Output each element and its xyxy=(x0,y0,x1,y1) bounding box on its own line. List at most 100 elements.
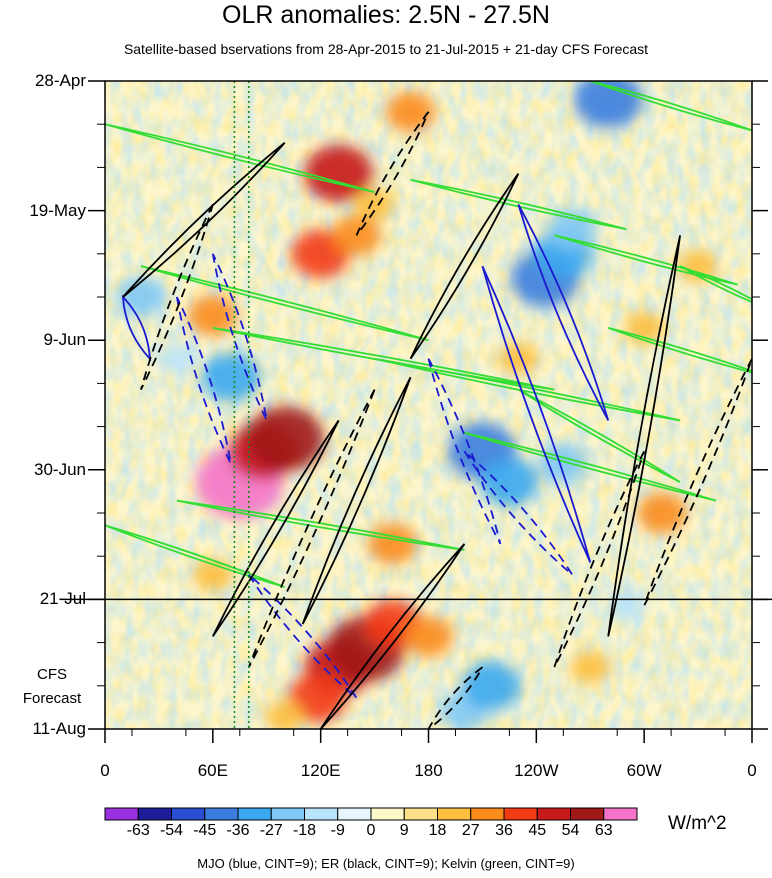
chart-subtitle: Satellite-based bservations from 28-Apr-… xyxy=(123,41,649,57)
colorbar-swatch xyxy=(337,807,372,821)
colorbar-tick-label: 63 xyxy=(594,822,613,839)
mjo-contour xyxy=(463,450,574,576)
anomaly-cell xyxy=(201,353,260,402)
x-tick-label: 120E xyxy=(300,761,341,780)
colorbar-swatch xyxy=(603,807,638,821)
anomaly-cell xyxy=(265,700,305,729)
anomaly-cell xyxy=(288,673,347,723)
y-tick-label: 21-Jul xyxy=(39,589,86,609)
x-tick-label: 0 xyxy=(747,761,757,780)
kelvin-contour xyxy=(679,265,752,304)
kelvin-contour xyxy=(176,499,465,551)
forecast-label-line2: Forecast xyxy=(22,690,82,707)
kelvin-contour xyxy=(589,81,752,132)
kelvin-contour xyxy=(140,265,429,342)
anomaly-cell xyxy=(462,661,521,710)
mjo-contour xyxy=(248,574,358,699)
y-tick-label: 19-May xyxy=(29,200,86,220)
er-contour xyxy=(427,666,484,729)
axes xyxy=(60,80,772,743)
colorbar-tick-label: 27 xyxy=(461,822,480,839)
anomaly-cell xyxy=(386,91,435,133)
colorbar-tick-label: -18 xyxy=(292,822,317,839)
colorbar-tick-label: 36 xyxy=(495,822,513,839)
colorbar-swatch xyxy=(403,807,438,821)
er-contour xyxy=(355,111,430,236)
footnote: MJO (blue, CINT=9); ER (black, CINT=9); … xyxy=(197,856,575,871)
colorbar-swatch xyxy=(137,807,172,821)
colorbar-swatch xyxy=(437,807,472,821)
anomaly-cell xyxy=(368,523,417,565)
colorbar-swatch xyxy=(370,807,405,821)
colorbar-tick-label: -9 xyxy=(330,822,345,839)
y-tick-label: 9-Jun xyxy=(43,330,86,350)
anomaly-cell xyxy=(157,342,197,375)
y-tick-label: 11-Aug xyxy=(32,719,86,738)
colorbar-tick-label: -27 xyxy=(259,822,283,839)
anomaly-cell xyxy=(116,276,166,318)
er-contour xyxy=(140,204,214,390)
chart-title: OLR anomalies: 2.5N - 27.5N xyxy=(222,1,550,29)
colorbar-tick-label: -63 xyxy=(126,822,150,839)
er-contour xyxy=(301,376,412,625)
colorbar-swatch xyxy=(503,807,538,821)
er-contour xyxy=(607,235,682,637)
colorbar-swatch xyxy=(270,807,305,821)
kelvin-contour xyxy=(554,234,738,286)
mjo-contour xyxy=(481,265,592,563)
anomaly-cell xyxy=(404,616,453,657)
kelvin-contour xyxy=(105,524,286,588)
x-tick-label: 180 xyxy=(414,761,443,780)
colorbar-swatch xyxy=(171,807,206,821)
colorbar-unit: W/m^2 xyxy=(668,813,727,834)
x-tick-label: 60E xyxy=(197,761,228,780)
anomaly-cell xyxy=(188,295,238,336)
anomaly-cell xyxy=(624,311,664,344)
y-tick-label: 30-Jun xyxy=(34,459,86,479)
colorbar-tick-label: 45 xyxy=(528,822,547,839)
x-tick-label: 0 xyxy=(100,761,110,780)
colorbar-tick-label: 54 xyxy=(561,822,580,839)
er-contour xyxy=(553,450,646,668)
kelvin-contour xyxy=(607,326,752,374)
x-tick-label: 60W xyxy=(626,761,662,780)
colorbar-swatch xyxy=(536,807,571,821)
colorbar xyxy=(104,807,638,821)
anomaly-cell xyxy=(637,492,687,534)
anomaly-cell xyxy=(678,250,718,283)
colorbar-swatch xyxy=(470,807,505,821)
colorbar-tick-label: -45 xyxy=(193,822,217,839)
anomaly-cell xyxy=(499,342,538,375)
anomaly-cell xyxy=(245,406,324,472)
colorbar-tick-label: -54 xyxy=(159,822,184,839)
colorbar-swatch xyxy=(304,807,339,821)
colorbar-swatch xyxy=(104,807,139,821)
forecast-label-line1: CFS xyxy=(37,666,67,683)
er-contour xyxy=(643,358,752,606)
kelvin-contour xyxy=(374,357,681,422)
y-tick-label: 28-Apr xyxy=(34,71,86,90)
anomaly-cell xyxy=(193,558,233,591)
mjo-contour xyxy=(517,204,610,421)
colorbar-swatch xyxy=(204,807,239,821)
anomaly-cell xyxy=(480,457,539,507)
colorbar-tick-label: 0 xyxy=(366,822,376,839)
colorbar-swatch xyxy=(570,807,605,821)
colorbar-tick-label: 18 xyxy=(428,822,447,839)
kelvin-contour xyxy=(212,326,555,391)
anomaly-cell xyxy=(539,443,588,484)
anomaly-cell xyxy=(570,651,610,684)
kelvin-contour xyxy=(410,178,627,230)
colorbar-tick-label: -36 xyxy=(226,822,250,839)
er-contour xyxy=(212,419,340,637)
x-tick-label: 120W xyxy=(514,761,559,780)
anomaly-cell xyxy=(574,81,643,128)
colorbar-tick-label: 9 xyxy=(399,822,409,839)
mjo-contour xyxy=(427,358,502,545)
er-contour xyxy=(409,173,520,360)
colorbar-swatch xyxy=(237,807,272,821)
anomaly-cell xyxy=(355,188,394,221)
er-contour xyxy=(122,142,286,298)
kelvin-contour xyxy=(105,123,375,193)
